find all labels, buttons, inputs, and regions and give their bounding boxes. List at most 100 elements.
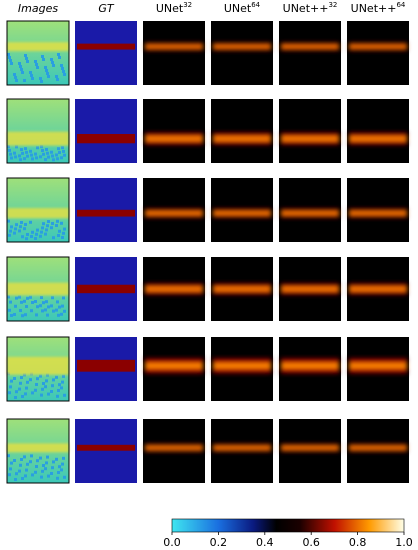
- pred-band: [213, 208, 271, 219]
- image-cell: [6, 336, 70, 402]
- speckle: [57, 313, 60, 317]
- speckle: [46, 313, 49, 317]
- speckle: [9, 467, 12, 471]
- speckle: [61, 146, 64, 150]
- pred-band: [213, 356, 271, 375]
- image-cell: [211, 419, 273, 483]
- speckle: [14, 396, 17, 399]
- speckle: [60, 221, 63, 225]
- speckle: [15, 145, 18, 149]
- speckle: [26, 60, 29, 63]
- image-cell: [347, 337, 409, 401]
- speckle: [7, 295, 10, 299]
- pred-band: [145, 208, 203, 219]
- speckle: [42, 58, 45, 61]
- speckle: [9, 385, 12, 389]
- speckle: [45, 147, 48, 151]
- speckle: [21, 477, 24, 480]
- speckle: [39, 234, 42, 238]
- input-band: [7, 131, 69, 146]
- input-band: [7, 42, 69, 52]
- speckle: [39, 304, 42, 308]
- colorbar-tick-label: 0.8: [349, 536, 367, 549]
- pred-band: [281, 208, 339, 219]
- header-sup: 64: [251, 1, 260, 9]
- speckle: [8, 148, 11, 152]
- speckle: [51, 222, 54, 225]
- image-cell: [347, 178, 409, 242]
- gt-band: [77, 284, 135, 294]
- speckle: [19, 309, 22, 312]
- image-cell: [75, 257, 137, 321]
- frame: [6, 177, 70, 243]
- speckle: [14, 227, 17, 231]
- pred-band: [145, 42, 203, 52]
- speckle: [29, 71, 32, 74]
- speckle: [56, 78, 59, 81]
- speckle: [21, 314, 24, 318]
- speckle: [23, 79, 26, 82]
- speckle: [50, 304, 53, 308]
- image-cell: [211, 99, 273, 163]
- colorbar-tick-label: 0.0: [163, 536, 181, 549]
- speckle: [56, 394, 59, 398]
- image-cell: [279, 257, 341, 321]
- speckle: [31, 301, 34, 304]
- speckle: [60, 386, 63, 390]
- pred-band: [213, 443, 271, 453]
- pred-image: [279, 99, 341, 163]
- speckle: [35, 465, 38, 468]
- speckle: [55, 375, 58, 379]
- speckle: [39, 456, 42, 460]
- speckle: [15, 472, 18, 476]
- speckle: [30, 454, 33, 458]
- frame: [6, 98, 70, 164]
- speckle: [7, 145, 10, 149]
- speckle: [42, 222, 45, 226]
- speckle: [35, 63, 38, 66]
- speckle: [24, 147, 27, 151]
- image-cell: [143, 178, 205, 242]
- column-header: UNet++64: [351, 1, 406, 15]
- speckle: [57, 389, 60, 392]
- pred-band: [349, 282, 407, 296]
- speckle: [47, 155, 50, 159]
- speckle: [10, 62, 13, 65]
- image-cell: [143, 419, 205, 483]
- speckle: [21, 151, 24, 155]
- gt-image: [75, 419, 137, 483]
- speckle: [24, 54, 27, 57]
- speckle: [44, 467, 47, 471]
- speckle: [7, 53, 10, 56]
- speckle: [29, 460, 32, 464]
- speckle: [62, 374, 65, 378]
- pred-band: [281, 443, 339, 453]
- image-cell: [6, 177, 70, 243]
- speckle: [34, 388, 37, 392]
- image-cell: [143, 21, 205, 85]
- speckle: [21, 395, 24, 398]
- speckle: [26, 296, 29, 300]
- speckle: [13, 459, 16, 462]
- frame: [6, 336, 70, 402]
- header-base: UNet++: [351, 2, 397, 15]
- speckle: [63, 73, 66, 76]
- speckle: [8, 391, 11, 395]
- speckle: [42, 464, 45, 467]
- speckle: [45, 69, 48, 72]
- gt-band: [77, 209, 135, 217]
- speckle: [14, 155, 17, 159]
- speckle: [24, 223, 27, 226]
- pred-band: [213, 282, 271, 296]
- speckle: [36, 228, 39, 232]
- speckle: [9, 59, 12, 62]
- speckle: [63, 475, 66, 479]
- speckle: [58, 383, 61, 387]
- speckle: [60, 156, 63, 160]
- speckle: [23, 157, 26, 161]
- input-band: [7, 208, 69, 219]
- pred-image: [211, 99, 273, 163]
- pred-band: [145, 356, 203, 375]
- colorbar-axis: 0.0 0.2 0.4 0.6 0.8 1.0: [163, 532, 413, 549]
- speckle: [47, 220, 50, 223]
